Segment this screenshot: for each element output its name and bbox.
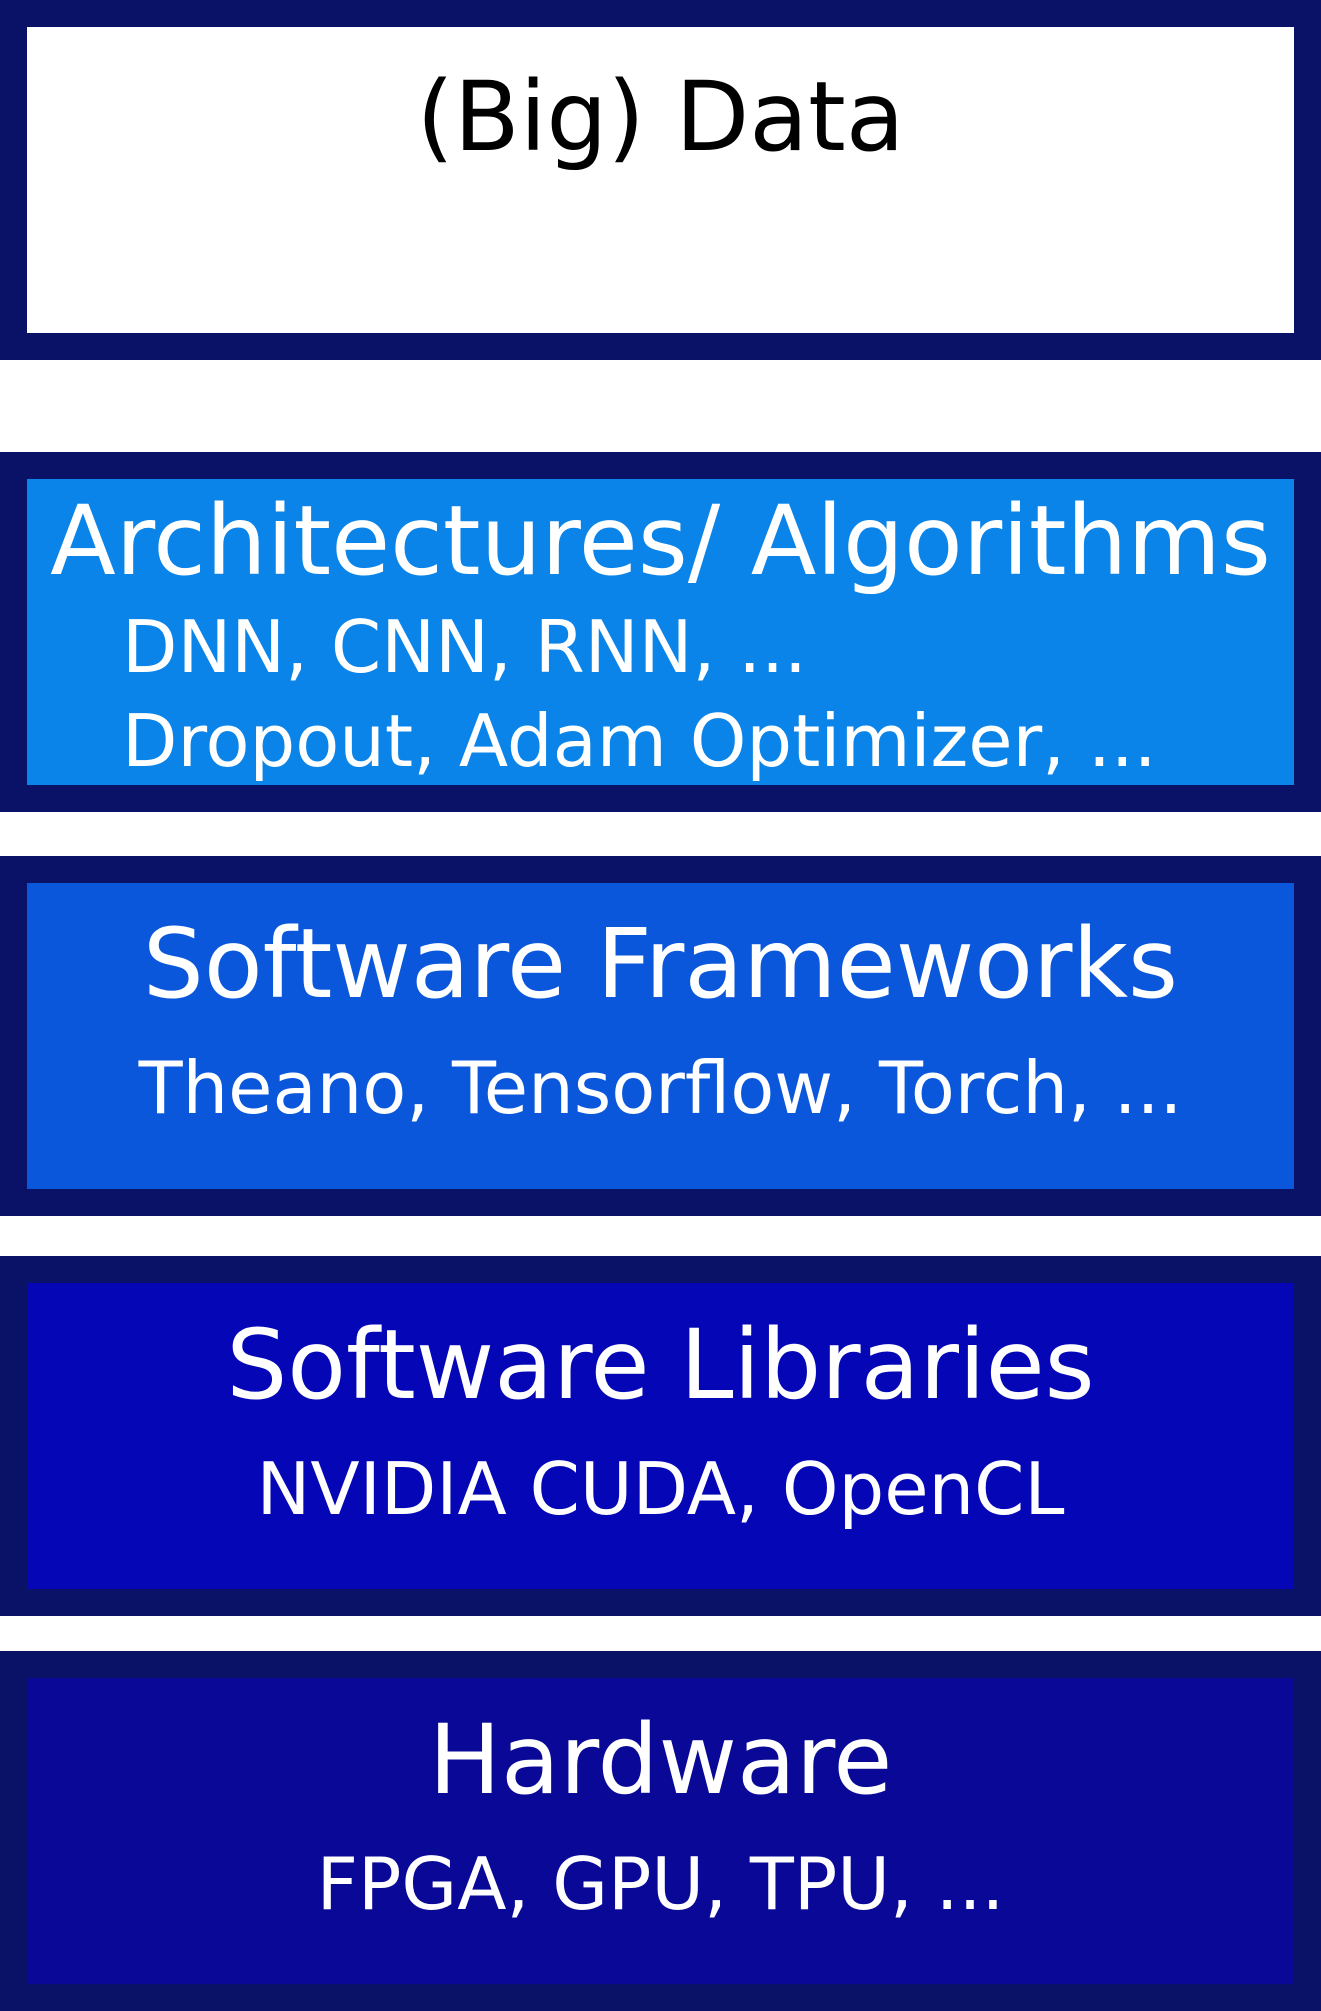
layer-software-frameworks-box: Software Frameworks Theano, Tensorflow, …	[27, 883, 1294, 1189]
layer-software-libraries: Software Libraries NVIDIA CUDA, OpenCL	[0, 1256, 1321, 1616]
layer-architectures-line-techniques: Dropout, Adam Optimizer, ...	[122, 699, 1157, 783]
layer-architectures-title: Architectures/ Algorithms	[50, 485, 1271, 597]
layer-software-libraries-title: Software Libraries	[226, 1309, 1095, 1421]
layer-architectures-line-networks: DNN, CNN, RNN, ...	[122, 605, 807, 689]
layer-software-libraries-box: Software Libraries NVIDIA CUDA, OpenCL	[27, 1283, 1294, 1589]
layer-big-data-box: (Big) Data	[27, 27, 1294, 333]
layer-big-data-title: (Big) Data	[416, 61, 905, 173]
layer-architectures-box: Architectures/ Algorithms DNN, CNN, RNN,…	[27, 479, 1294, 785]
layer-software-libraries-line: NVIDIA CUDA, OpenCL	[256, 1447, 1065, 1531]
layer-hardware-line: FPGA, GPU, TPU, ...	[316, 1842, 1005, 1926]
layer-software-frameworks-line: Theano, Tensorflow, Torch, ...	[138, 1046, 1183, 1130]
layer-software-frameworks-title: Software Frameworks	[142, 908, 1179, 1020]
layer-hardware-title: Hardware	[428, 1704, 893, 1816]
layer-hardware: Hardware FPGA, GPU, TPU, ...	[0, 1651, 1321, 2011]
layer-software-frameworks: Software Frameworks Theano, Tensorflow, …	[0, 856, 1321, 1216]
layer-hardware-box: Hardware FPGA, GPU, TPU, ...	[27, 1678, 1294, 1984]
layer-architectures: Architectures/ Algorithms DNN, CNN, RNN,…	[0, 452, 1321, 812]
layer-big-data: (Big) Data	[0, 0, 1321, 360]
